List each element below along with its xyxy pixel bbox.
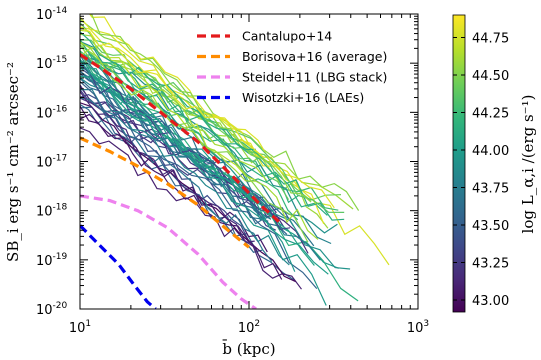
colorbar-ticks: 43.00 43.25 43.50 43.75 44.00 44.25 44.50 44.75 bbox=[453, 32, 509, 309]
colorbar-tick-label: 44.75 bbox=[472, 32, 509, 47]
x-tick-label: 101 bbox=[69, 319, 91, 336]
profile-line bbox=[80, 41, 271, 165]
profile-line bbox=[80, 39, 290, 201]
profile-line bbox=[80, 91, 255, 243]
legend-label: Wisotzki+16 (LAEs) bbox=[242, 90, 364, 105]
colorbar-tick-label: 44.50 bbox=[472, 69, 509, 84]
profile-line bbox=[80, 77, 266, 225]
profile-line bbox=[80, 47, 319, 240]
reference-line bbox=[80, 224, 157, 309]
profile-line bbox=[80, 16, 335, 209]
y-tick-label: 10-16 bbox=[36, 104, 68, 121]
reference-line bbox=[80, 136, 251, 249]
reference-profiles bbox=[80, 53, 280, 309]
profile-line bbox=[80, 38, 345, 221]
colorbar-tick-label: 43.50 bbox=[472, 219, 509, 234]
profile-line bbox=[80, 113, 268, 253]
profile-line bbox=[80, 77, 290, 266]
profile-line bbox=[80, 103, 263, 253]
colorbar-tick-label: 44.00 bbox=[472, 144, 509, 159]
y-axis-label: SB_i erg s⁻¹ cm⁻² arcsec⁻² bbox=[4, 62, 22, 262]
profile-line bbox=[80, 54, 300, 204]
reference-line bbox=[80, 194, 257, 309]
legend: Cantalupo+14 Borisova+16 (average) Steidel… bbox=[197, 29, 387, 105]
y-axis-ticks: 10-20 10-19 10-18 10-17 10-16 10-15 10-14 bbox=[36, 6, 418, 318]
legend-label: Borisova+16 (average) bbox=[242, 49, 387, 64]
profile-line bbox=[80, 31, 256, 151]
y-tick-label: 10-17 bbox=[36, 154, 67, 171]
x-tick-label: 103 bbox=[407, 319, 429, 336]
colorbar-label: log L_α,i /(erg s⁻¹) bbox=[519, 95, 537, 234]
y-tick-label: 10-18 bbox=[36, 203, 68, 220]
x-axis-label: b̄ (kpc) bbox=[222, 340, 275, 358]
legend-label: Steidel+11 (LBG stack) bbox=[242, 70, 387, 85]
profile-line bbox=[80, 63, 291, 230]
y-tick-label: 10-14 bbox=[36, 6, 68, 23]
profile-line bbox=[90, 14, 312, 203]
y-tick-label: 10-15 bbox=[36, 55, 67, 72]
profile-line bbox=[80, 27, 264, 158]
y-tick-label: 10-20 bbox=[36, 301, 68, 318]
profile-line bbox=[80, 41, 268, 181]
individual-profiles bbox=[80, 14, 390, 306]
profile-line bbox=[80, 60, 329, 275]
colorbar-tick-label: 43.25 bbox=[472, 257, 509, 272]
x-axis-ticks: 101 102 103 bbox=[69, 14, 429, 336]
colorbar-tick-label: 43.00 bbox=[472, 294, 509, 309]
legend-label: Cantalupo+14 bbox=[242, 29, 332, 44]
x-tick-label: 102 bbox=[238, 319, 260, 336]
profile-line bbox=[80, 81, 318, 289]
colorbar bbox=[452, 14, 466, 313]
reference-line bbox=[80, 53, 280, 223]
colorbar-tick-label: 44.25 bbox=[472, 107, 509, 122]
colorbar-tick-label: 43.75 bbox=[472, 182, 509, 197]
profile-line bbox=[80, 97, 273, 262]
y-tick-label: 10-19 bbox=[36, 252, 68, 269]
profile-line bbox=[80, 89, 277, 231]
profile-line bbox=[80, 102, 296, 283]
